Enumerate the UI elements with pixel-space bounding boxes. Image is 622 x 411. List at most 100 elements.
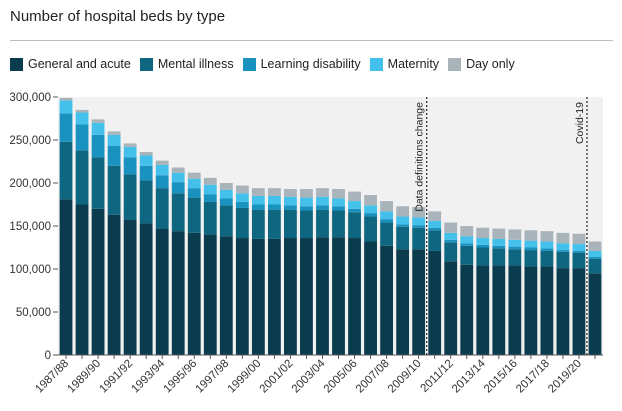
x-tick-label: 1989/90 xyxy=(65,358,103,396)
bar-segment xyxy=(396,206,410,217)
legend-item-mental-illness[interactable]: Mental illness xyxy=(139,57,234,71)
bar-segment xyxy=(556,232,570,244)
bar-segment xyxy=(187,178,201,189)
bar-segment xyxy=(572,268,586,355)
bar-segment xyxy=(59,141,73,200)
bar-segment xyxy=(492,265,506,355)
bar-segment xyxy=(508,239,522,247)
bar-segment xyxy=(444,242,458,262)
bar-segment xyxy=(316,188,329,197)
bar-segment xyxy=(59,199,73,355)
bar-segment xyxy=(284,209,297,239)
bar-segment xyxy=(171,172,185,183)
y-tick-label: 300,000 xyxy=(9,92,51,104)
bar-segment xyxy=(316,205,329,210)
bar-segment xyxy=(476,244,490,248)
legend-swatch xyxy=(10,57,23,71)
bar-segment xyxy=(107,134,121,147)
legend-item-general-and-acute[interactable]: General and acute xyxy=(10,57,131,71)
bar-segment xyxy=(332,198,345,207)
legend-item-day-only[interactable]: Day only xyxy=(448,57,515,71)
legend-label: Maternity xyxy=(387,57,440,71)
bar-segment xyxy=(412,249,426,355)
bar-segment xyxy=(476,238,490,245)
bar-segment xyxy=(171,193,185,232)
bar-segment xyxy=(107,165,121,215)
bar-segment xyxy=(348,212,361,239)
bar-segment xyxy=(91,157,105,209)
bar-segment xyxy=(444,222,458,233)
bar-segment xyxy=(332,206,345,211)
legend-label: Mental illness xyxy=(157,57,234,71)
bar-segment xyxy=(396,226,410,250)
bar-segment xyxy=(203,177,217,185)
x-axis: 1987/881989/901991/921993/941995/961997/… xyxy=(33,354,603,396)
bar-segment xyxy=(219,183,233,190)
bar-segment xyxy=(300,206,313,211)
bar-segment xyxy=(155,164,169,176)
x-tick-label: 2017/18 xyxy=(514,358,552,396)
bar-segment xyxy=(412,207,426,218)
bar-segment xyxy=(139,152,153,156)
bar-segment xyxy=(171,167,185,173)
x-tick-label: 2003/04 xyxy=(290,357,328,395)
bar-segment xyxy=(508,229,522,240)
x-tick-label: 2005/06 xyxy=(322,358,360,396)
bar-segment xyxy=(460,243,474,246)
x-tick-label: 1999/00 xyxy=(226,358,264,396)
x-tick-label: 1995/96 xyxy=(161,358,199,396)
bar-segment xyxy=(284,238,297,355)
bar-segment xyxy=(219,236,233,355)
bar-segment xyxy=(588,258,602,274)
legend-item-maternity[interactable]: Maternity xyxy=(369,57,440,71)
bar-segment xyxy=(316,196,329,206)
bar-segment xyxy=(284,189,297,197)
bar-segment xyxy=(380,219,394,223)
bar-segment xyxy=(428,230,442,251)
bar-segment xyxy=(524,266,538,355)
bar-segment xyxy=(556,251,570,269)
bar-segment xyxy=(348,191,361,202)
bar-segment xyxy=(332,210,345,238)
bar-segment xyxy=(428,227,442,231)
legend-swatch xyxy=(448,57,462,71)
bar-segment xyxy=(572,252,586,269)
bar-segment xyxy=(540,250,554,267)
annotation-label: Data definitions change xyxy=(414,102,426,212)
bar-segment xyxy=(444,232,458,240)
bar-segment xyxy=(492,238,506,246)
bar-segment xyxy=(267,195,281,205)
bar-segment xyxy=(171,182,185,194)
bar-segment xyxy=(59,100,73,114)
bar-segment xyxy=(235,185,249,194)
x-tick-label: 1987/88 xyxy=(33,358,71,396)
bar-segment xyxy=(123,174,137,220)
bar-segment xyxy=(59,97,73,101)
bar-segment xyxy=(75,109,89,113)
y-tick-label: 200,000 xyxy=(9,178,51,190)
bar-segment xyxy=(428,211,442,221)
bar-segment xyxy=(251,188,265,196)
bar-segment xyxy=(508,249,522,266)
bar-segment xyxy=(572,244,586,251)
legend-label: Day only xyxy=(466,57,515,71)
bar-segment xyxy=(396,249,410,355)
bar-segment xyxy=(380,201,394,212)
bar-segment xyxy=(396,224,410,227)
bar-segment xyxy=(428,250,442,355)
bar-segment xyxy=(460,226,474,237)
bar-segment xyxy=(267,238,281,355)
bar-segment xyxy=(332,237,345,355)
bar-segment xyxy=(524,247,538,251)
bar-segment xyxy=(492,245,506,249)
x-tick-label: 2001/02 xyxy=(258,358,296,396)
bar-segment xyxy=(123,143,137,147)
bar-segment xyxy=(123,219,137,355)
bar-segment xyxy=(316,209,329,238)
legend-item-learning-disability[interactable]: Learning disability xyxy=(242,57,361,71)
bar-segment xyxy=(332,189,345,199)
x-tick-label: 1997/98 xyxy=(194,358,232,396)
legend-swatch xyxy=(369,57,383,71)
y-tick-label: 150,000 xyxy=(9,221,51,233)
bar-segment xyxy=(428,220,442,228)
